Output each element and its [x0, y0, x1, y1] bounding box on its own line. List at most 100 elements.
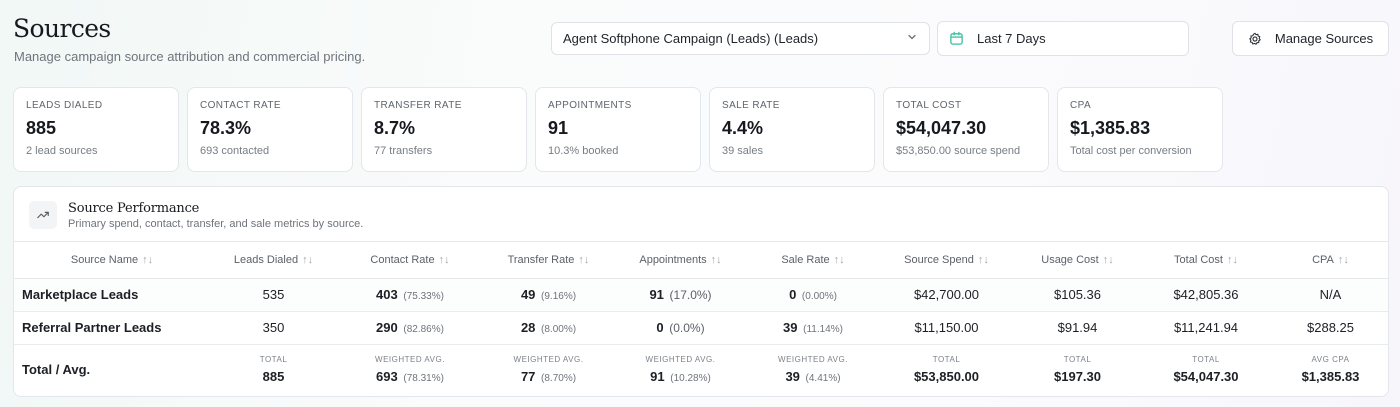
page-title: Sources	[13, 14, 111, 43]
total-usage: Total $197.30	[1054, 354, 1101, 384]
sort-icon: ↑↓	[578, 253, 590, 266]
gear-icon	[1248, 32, 1262, 46]
kpi-sub: $53,850.00 source spend	[896, 145, 1021, 157]
sort-icon: ↑↓	[438, 253, 450, 266]
kpi-total-cost: Total Cost $54,047.30 $53,850.00 source …	[883, 87, 1049, 172]
transfer-rate: 28 (8.00%)	[483, 311, 614, 345]
kpi-label: Leads Dialed	[26, 100, 103, 111]
kpi-value: $54,047.30	[896, 118, 987, 138]
kpi-label: Appointments	[548, 100, 632, 111]
total-transfer: Weighted Avg. 77 (8.70%)	[513, 354, 584, 384]
kpi-sale-rate: Sale Rate 4.4% 39 sales	[709, 87, 875, 172]
kpi-label: Transfer Rate	[374, 100, 462, 111]
col-total-cost[interactable]: Total Cost ↑↓	[1141, 242, 1271, 279]
source-spend: $11,150.00	[879, 311, 1014, 345]
contact-rate: 403 (75.33%)	[337, 278, 483, 312]
kpi-sub: 39 sales	[722, 145, 763, 157]
sort-icon: ↑↓	[1337, 253, 1349, 266]
kpi-transfer-rate: Transfer Rate 8.7% 77 transfers	[361, 87, 527, 172]
campaign-select[interactable]: Agent Softphone Campaign (Leads) (Leads)	[551, 22, 930, 55]
sale-rate: 39 (11.14%)	[747, 311, 879, 345]
panel-header: Source Performance Primary spend, contac…	[14, 187, 1388, 242]
total-cpa: Avg CPA $1,385.83	[1301, 354, 1360, 384]
total-cost: $42,805.36	[1141, 278, 1271, 312]
kpi-value: 78.3%	[200, 118, 252, 138]
panel-title: Source Performance	[68, 201, 200, 216]
appointments: 0 (0.0%)	[614, 311, 747, 345]
total-leads: Total 885	[259, 354, 288, 384]
contact-rate: 290 (82.86%)	[337, 311, 483, 345]
kpi-sub: 77 transfers	[374, 145, 433, 157]
cpa: $288.25	[1271, 311, 1388, 345]
sort-icon: ↑↓	[1102, 253, 1114, 266]
col-contact-rate[interactable]: Contact Rate ↑↓	[337, 242, 483, 279]
col-leads-dialed[interactable]: Leads Dialed ↑↓	[210, 242, 337, 279]
campaign-select-value: Agent Softphone Campaign (Leads) (Leads)	[563, 31, 819, 46]
kpi-value: 91	[548, 118, 569, 138]
col-source-spend[interactable]: Source Spend ↑↓	[879, 242, 1014, 279]
source-performance-panel: Source Performance Primary spend, contac…	[13, 186, 1389, 397]
leads-dialed: 535	[210, 278, 337, 312]
appointments: 91 (17.0%)	[614, 278, 747, 312]
leads-dialed: 350	[210, 311, 337, 345]
col-appointments[interactable]: Appointments ↑↓	[614, 242, 747, 279]
col-source-name[interactable]: Source Name ↑↓	[14, 242, 210, 279]
transfer-rate: 49 (9.16%)	[483, 278, 614, 312]
total-total-cost: Total $54,047.30	[1173, 354, 1239, 384]
page-subtitle: Manage campaign source attribution and c…	[14, 49, 366, 64]
kpi-cpa: CPA $1,385.83 Total cost per conversion	[1057, 87, 1223, 172]
kpi-sub: Total cost per conversion	[1070, 145, 1192, 157]
cpa: N/A	[1271, 278, 1388, 312]
total-row-label: Total / Avg.	[22, 361, 91, 377]
col-transfer-rate[interactable]: Transfer Rate ↑↓	[483, 242, 614, 279]
kpi-label: Sale Rate	[722, 100, 780, 111]
total-appointments: Weighted Avg. 91 (10.28%)	[645, 354, 716, 384]
sort-icon: ↑↓	[710, 253, 722, 266]
kpi-value: $1,385.83	[1070, 118, 1151, 138]
table-total-row: Total / Avg. Total 885 Weighted Avg. 693 (…	[14, 344, 1388, 394]
table-row[interactable]: Marketplace Leads 535 403 (75.33%) 49 (9…	[14, 278, 1388, 312]
usage-cost: $91.94	[1014, 311, 1141, 345]
kpi-cards: Leads Dialed 885 2 lead sources Contact …	[13, 87, 1223, 172]
total-spend: Total $53,850.00	[913, 354, 980, 384]
trending-up-icon	[29, 201, 57, 229]
kpi-label: Contact Rate	[200, 100, 281, 111]
kpi-value: 885	[26, 118, 57, 138]
kpi-sub: 693 contacted	[200, 145, 270, 157]
total-sale: Weighted Avg. 39 (4.41%)	[778, 354, 848, 384]
panel-subtitle: Primary spend, contact, transfer, and sa…	[68, 218, 364, 230]
col-usage-cost[interactable]: Usage Cost ↑↓	[1014, 242, 1141, 279]
kpi-value: 4.4%	[722, 118, 764, 138]
sort-icon: ↑↓	[977, 253, 989, 266]
kpi-sub: 2 lead sources	[26, 145, 98, 157]
chevron-down-icon	[906, 31, 918, 46]
usage-cost: $105.36	[1014, 278, 1141, 312]
source-name: Marketplace Leads	[14, 278, 210, 312]
kpi-contact-rate: Contact Rate 78.3% 693 contacted	[187, 87, 353, 172]
col-cpa[interactable]: CPA ↑↓	[1271, 242, 1388, 279]
source-name: Referral Partner Leads	[14, 311, 210, 345]
kpi-leads-dialed: Leads Dialed 885 2 lead sources	[13, 87, 179, 172]
total-cost: $11,241.94	[1141, 311, 1271, 345]
sort-icon: ↑↓	[1226, 253, 1238, 266]
date-range-value: Last 7 Days	[977, 31, 1046, 46]
sort-icon: ↑↓	[142, 253, 154, 266]
calendar-icon	[949, 31, 964, 46]
kpi-label: CPA	[1070, 100, 1092, 111]
col-sale-rate[interactable]: Sale Rate ↑↓	[747, 242, 879, 279]
manage-sources-button[interactable]: Manage Sources	[1232, 21, 1389, 56]
sort-icon: ↑↓	[302, 253, 314, 266]
date-range-picker[interactable]: Last 7 Days	[937, 21, 1189, 56]
source-spend: $42,700.00	[879, 278, 1014, 312]
manage-sources-label: Manage Sources	[1274, 31, 1374, 46]
sort-icon: ↑↓	[833, 253, 845, 266]
kpi-label: Total Cost	[896, 100, 962, 111]
kpi-appointments: Appointments 91 10.3% booked	[535, 87, 701, 172]
table-row[interactable]: Referral Partner Leads 350 290 (82.86%) …	[14, 311, 1388, 345]
sale-rate: 0 (0.00%)	[747, 278, 879, 312]
kpi-value: 8.7%	[374, 118, 416, 138]
table-header-row: Source Name ↑↓ Leads Dialed ↑↓ Contact Rat…	[14, 242, 1388, 279]
source-performance-table: Source Name ↑↓ Leads Dialed ↑↓ Contact Rat…	[14, 242, 1388, 394]
kpi-sub: 10.3% booked	[548, 145, 619, 157]
total-contact: Weighted Avg. 693 (78.31%)	[375, 354, 445, 384]
